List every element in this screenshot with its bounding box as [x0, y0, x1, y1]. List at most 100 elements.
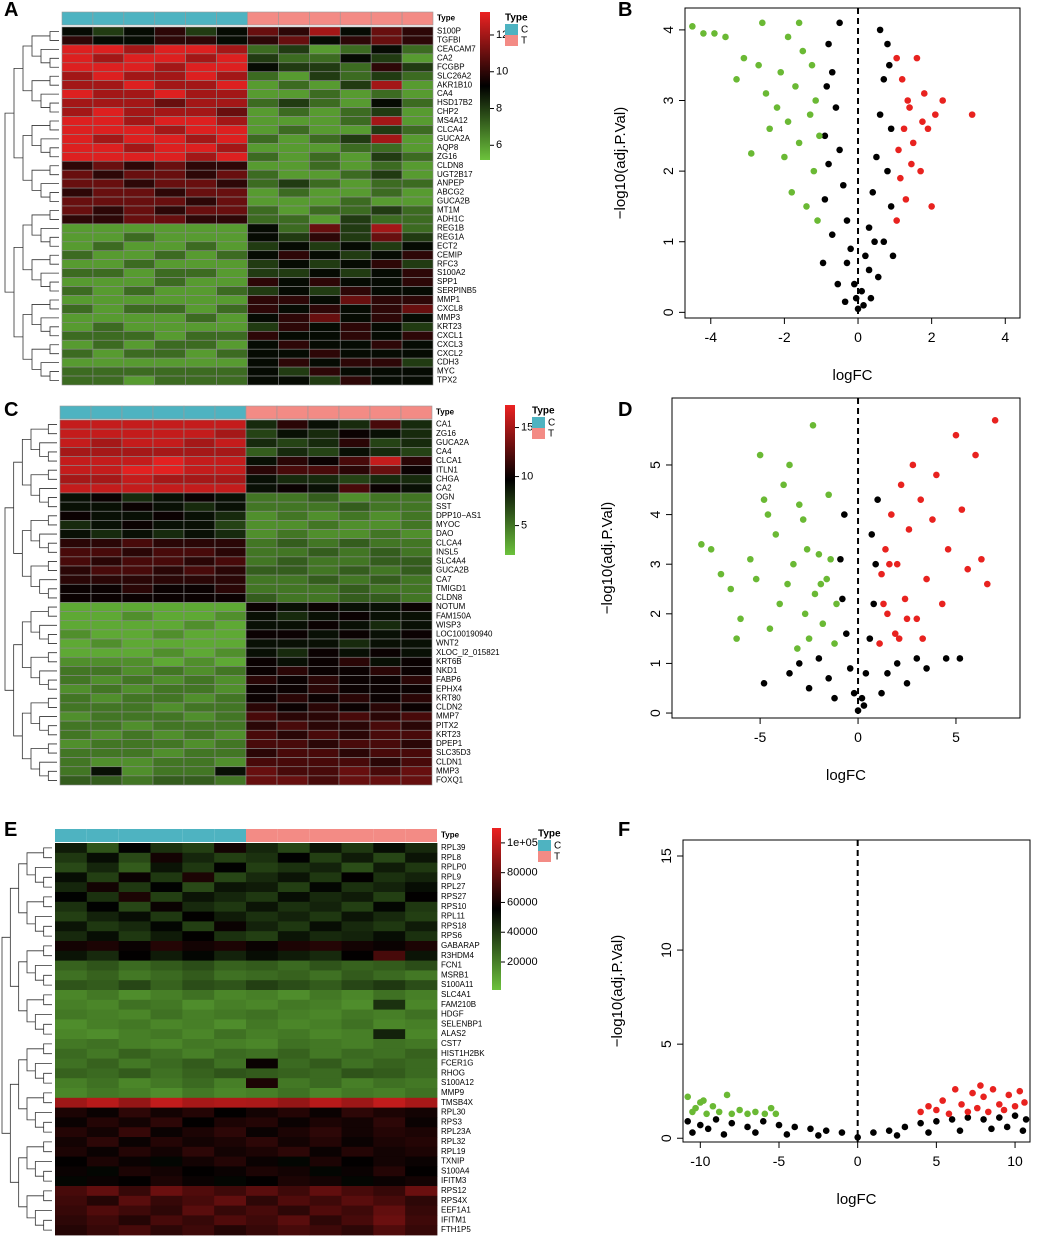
heatmap-cell	[309, 1137, 342, 1148]
heatmap-cell	[183, 437, 216, 448]
heatmap-cell	[55, 1205, 88, 1216]
heatmap-cell	[401, 348, 434, 359]
row-label: HDGF	[441, 1010, 464, 1019]
heatmap-cell	[123, 116, 156, 126]
heatmap-cell	[118, 911, 151, 922]
heatmap-cell	[152, 483, 185, 494]
heatmap-cell	[400, 538, 433, 549]
point	[836, 19, 843, 27]
heatmap-cell	[185, 143, 217, 153]
heatmap-cell	[92, 152, 125, 162]
point	[928, 203, 935, 210]
heatmap-cell	[276, 437, 309, 448]
heatmap-cell	[401, 223, 434, 234]
heatmap-cell	[247, 268, 279, 278]
dendrogram-branch	[39, 533, 57, 549]
heatmap-cell	[118, 1029, 151, 1040]
heatmap-cell	[405, 1215, 438, 1226]
dendrogram-branch	[34, 916, 52, 932]
point	[720, 1131, 728, 1138]
heatmap-cell	[400, 647, 433, 658]
heatmap-cell	[278, 339, 310, 350]
heatmap-cell	[150, 892, 183, 903]
heatmap-cell	[309, 44, 341, 55]
heatmap-cell	[59, 720, 92, 731]
heatmap-cell	[182, 1156, 215, 1167]
heatmap-cell	[121, 693, 154, 704]
heatmap-cell	[245, 501, 278, 512]
heatmap-cell	[90, 428, 123, 439]
heatmap-cell	[185, 322, 217, 332]
heatmap-cell	[90, 666, 123, 676]
dendrogram-branch	[43, 1141, 52, 1153]
point	[717, 570, 725, 578]
heatmap-cell	[370, 160, 403, 171]
row-label: MS4A12	[437, 116, 468, 125]
row-label: RPS12	[441, 1186, 467, 1195]
point	[872, 560, 879, 568]
heatmap-cell	[401, 62, 434, 73]
heatmap-cell	[185, 295, 217, 305]
heatmap-cell	[90, 629, 123, 640]
heatmap-cell	[90, 748, 123, 758]
heatmap-cell	[309, 1097, 342, 1108]
point	[795, 19, 803, 27]
type-annotation-cell	[276, 405, 309, 420]
point	[850, 689, 858, 697]
heatmap-cell	[123, 375, 156, 386]
type-annotation-cell	[370, 11, 403, 26]
heatmap-cell	[182, 960, 215, 971]
point	[925, 1102, 932, 1110]
heatmap-cell	[307, 748, 340, 758]
heatmap-cell	[246, 1097, 279, 1108]
heatmap-cell	[245, 428, 278, 439]
point	[843, 259, 851, 267]
row-label: RPS6	[441, 931, 462, 940]
heatmap-cell	[61, 98, 94, 108]
heatmap-cell	[86, 1146, 120, 1157]
heatmap-cell	[341, 843, 374, 854]
heatmap-cell	[183, 702, 216, 713]
point	[887, 125, 895, 133]
heatmap-cell	[118, 1137, 151, 1148]
heatmap-cell	[118, 1127, 151, 1138]
heatmap-cell	[401, 178, 434, 189]
row-label: UGT2B17	[437, 170, 473, 179]
heatmap-cell	[86, 843, 120, 854]
dendrogram-branch	[47, 770, 57, 781]
heatmap-cell	[118, 862, 151, 873]
heatmap-cell	[90, 492, 123, 503]
heatmap-cell	[185, 304, 217, 314]
heatmap-cell	[276, 675, 309, 685]
heatmap-cell	[276, 465, 309, 476]
heatmap-cell	[59, 647, 92, 658]
heatmap-cell	[152, 611, 185, 622]
point	[913, 655, 921, 662]
heatmap-cell	[55, 1146, 88, 1157]
heatmap-cell	[405, 1048, 438, 1059]
heatmap-cell	[214, 474, 247, 485]
dendrogram-branch	[39, 579, 57, 594]
heatmap-cell	[370, 214, 403, 225]
point	[1011, 1112, 1019, 1119]
dendrogram-branch	[47, 497, 57, 508]
dendrogram-branch	[30, 748, 49, 770]
heatmap-cell	[90, 620, 123, 631]
heatmap-cell	[183, 483, 216, 494]
type-annotation-cell	[150, 829, 183, 842]
heatmap-cell	[338, 766, 371, 777]
heatmap-cell	[405, 1166, 438, 1177]
heatmap-cell	[121, 647, 154, 658]
heatmap-cell	[59, 748, 92, 758]
row-label: TMSB4X	[441, 1098, 474, 1107]
heatmap-cell	[118, 901, 151, 912]
heatmap-cell	[154, 80, 186, 90]
heatmap-cell	[183, 647, 216, 658]
heatmap-cell	[341, 1019, 374, 1030]
dendrogram-branch	[43, 1121, 52, 1133]
heatmap-cell	[369, 729, 402, 740]
heatmap-cell	[185, 286, 217, 296]
heatmap-cell	[307, 602, 340, 612]
heatmap-cell	[339, 295, 372, 305]
heatmap-cell	[370, 98, 403, 108]
